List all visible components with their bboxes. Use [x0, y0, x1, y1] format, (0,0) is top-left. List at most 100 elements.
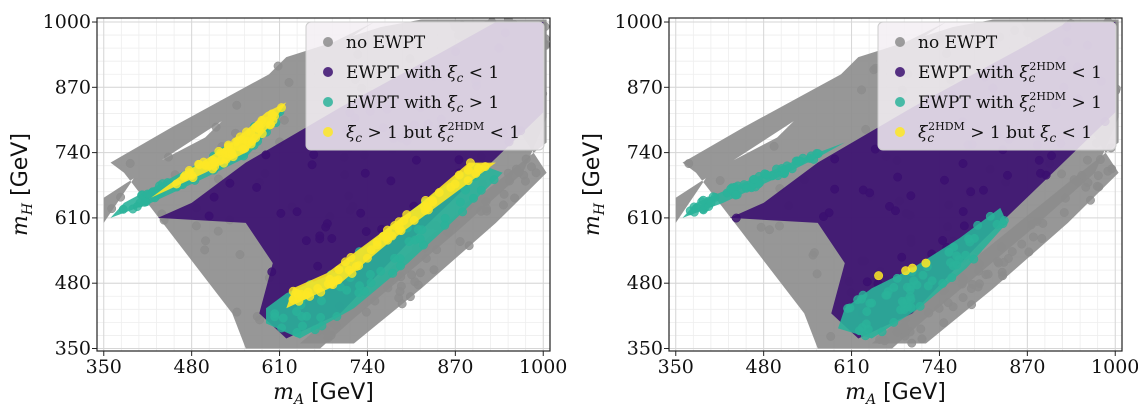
x-tick-label: 610	[833, 356, 869, 378]
data-point	[794, 156, 804, 166]
data-point	[298, 321, 307, 331]
data-point	[327, 234, 337, 243]
data-point	[410, 277, 420, 287]
data-point	[809, 248, 819, 258]
legend: no EWPT EWPT with ξc2HDM < 1 EWPT with ξc2…	[877, 21, 1117, 151]
y-tick-label: 350	[627, 337, 663, 359]
data-point	[107, 204, 117, 214]
data-point	[1041, 170, 1051, 180]
data-point	[310, 325, 320, 335]
legend-box	[305, 21, 545, 151]
data-point	[395, 286, 405, 296]
data-point	[292, 289, 302, 299]
data-point	[906, 191, 916, 201]
data-point	[361, 227, 371, 236]
data-point	[1059, 208, 1069, 218]
legend-marker	[323, 37, 333, 47]
series-3	[682, 142, 1009, 341]
data-point	[254, 120, 264, 130]
data-point	[402, 210, 412, 220]
legend-entry-label: no EWPT	[346, 33, 426, 53]
data-point	[332, 312, 342, 321]
data-point	[889, 283, 899, 292]
data-point	[1095, 155, 1105, 165]
data-point	[361, 307, 371, 317]
y-axis-label: mH [GeV]	[580, 133, 608, 236]
data-point	[958, 293, 968, 303]
data-point	[731, 190, 741, 200]
data-point	[857, 323, 867, 332]
data-point	[466, 158, 475, 168]
legend-marker	[895, 127, 905, 137]
data-point	[504, 176, 514, 186]
data-point	[313, 261, 323, 271]
data-point	[463, 176, 473, 186]
series-4	[874, 258, 931, 281]
data-point	[469, 193, 478, 203]
data-point	[322, 219, 332, 229]
data-point	[201, 236, 211, 246]
data-point	[360, 168, 370, 178]
data-point	[1024, 247, 1034, 257]
data-point	[411, 155, 421, 165]
data-point	[998, 271, 1008, 281]
data-point	[853, 295, 863, 305]
data-point	[231, 137, 241, 147]
data-point	[952, 251, 962, 261]
data-point	[992, 219, 1002, 229]
data-point	[527, 162, 536, 172]
legend-box	[877, 21, 1117, 151]
chart-panel-left: 350 480 610 740 870 1000 350 480 610 740 870 1000 mA…	[8, 11, 567, 408]
data-point	[1103, 166, 1113, 176]
data-point	[923, 281, 933, 291]
x-tick-label: 480	[174, 356, 210, 378]
data-point	[867, 298, 877, 308]
axes-frame	[96, 17, 551, 352]
data-point	[386, 176, 396, 186]
data-point	[915, 301, 925, 311]
data-point	[769, 141, 779, 151]
data-point	[150, 193, 160, 203]
data-point	[476, 185, 486, 195]
data-point	[365, 269, 375, 279]
data-point	[1057, 169, 1067, 179]
data-point	[826, 332, 836, 341]
data-point	[232, 100, 242, 110]
x-tick-label: 350	[86, 356, 122, 378]
data-point	[731, 213, 741, 223]
legend-marker	[323, 127, 333, 137]
data-point	[1094, 182, 1104, 192]
data-point	[247, 136, 257, 146]
data-point	[917, 334, 927, 344]
data-point	[461, 185, 470, 195]
data-point	[765, 225, 774, 235]
y-axis-label: mH [GeV]	[8, 133, 36, 236]
data-point	[301, 236, 311, 246]
data-point	[366, 278, 376, 288]
data-point	[317, 296, 326, 306]
data-point	[498, 200, 508, 210]
data-point	[208, 155, 217, 165]
data-point	[301, 290, 311, 300]
data-point	[331, 320, 341, 330]
series-4	[151, 102, 496, 309]
data-point	[334, 265, 344, 275]
scatter-layer	[103, 18, 550, 349]
data-point	[1028, 232, 1038, 242]
data-point	[918, 270, 928, 280]
data-point	[999, 216, 1009, 225]
data-point	[882, 290, 892, 300]
data-point	[333, 275, 343, 285]
data-point	[458, 207, 468, 217]
data-point	[961, 250, 971, 260]
data-point	[252, 183, 262, 192]
data-point	[905, 285, 915, 295]
data-point	[125, 158, 135, 168]
data-point	[521, 176, 530, 186]
data-point	[242, 127, 251, 137]
data-point	[697, 197, 707, 207]
data-point	[952, 260, 962, 270]
data-point	[376, 266, 386, 276]
data-point	[390, 253, 399, 263]
legend-marker	[895, 97, 905, 107]
